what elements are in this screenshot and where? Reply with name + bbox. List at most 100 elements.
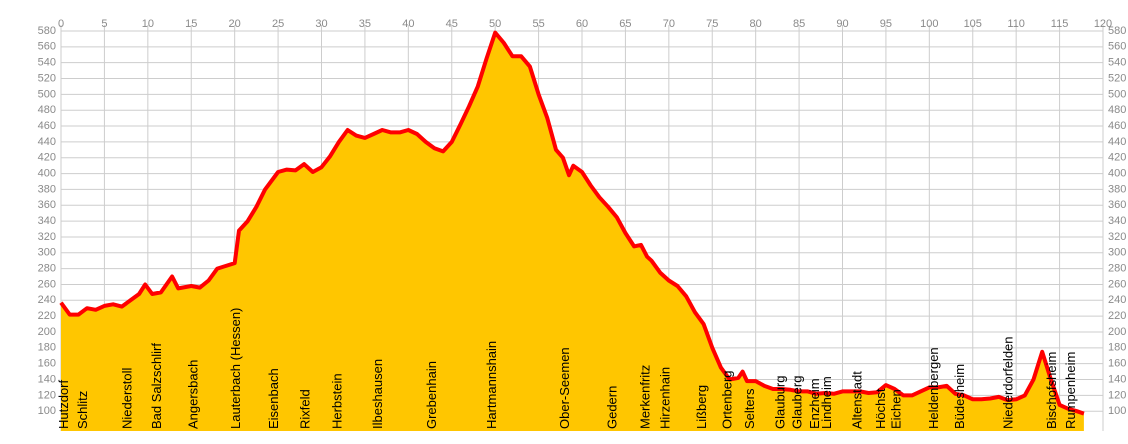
station-label: Büdesheim — [952, 364, 967, 429]
y-tick-label-right: 300 — [1108, 247, 1126, 259]
y-tick-label-right: 280 — [1108, 263, 1126, 275]
y-tick-label: 220 — [38, 310, 56, 322]
y-tick-label: 200 — [38, 326, 56, 338]
y-tick-label: 280 — [38, 263, 56, 275]
y-tick-label-right: 560 — [1108, 41, 1126, 53]
y-tick-label: 520 — [38, 72, 56, 84]
y-tick-label: 380 — [38, 183, 56, 195]
y-tick-label-right: 160 — [1108, 358, 1126, 370]
x-tick-label: 0 — [58, 18, 64, 30]
x-tick-label: 80 — [750, 18, 762, 30]
x-tick-label: 20 — [229, 18, 241, 30]
y-tick-label: 400 — [38, 167, 56, 179]
station-label: Höchst — [873, 388, 888, 429]
y-tick-label: 560 — [38, 41, 56, 53]
x-tick-label: 95 — [880, 18, 892, 30]
station-label: Hirzenhain — [658, 367, 673, 429]
y-tick-label: 440 — [38, 136, 56, 148]
station-label: Ober-Seemen — [557, 347, 572, 429]
station-label: Hutzdorf — [56, 379, 71, 429]
x-tick-label: 30 — [315, 18, 327, 30]
station-label: Niederdorfelden — [1001, 336, 1016, 429]
y-tick-label-right: 520 — [1108, 72, 1126, 84]
x-tick-label: 100 — [920, 18, 938, 30]
y-tick-label: 140 — [38, 373, 56, 385]
y-tick-label-right: 180 — [1108, 342, 1126, 354]
station-label: Niederstoll — [119, 367, 134, 429]
y-tick-label-right: 460 — [1108, 120, 1126, 132]
y-tick-label-right: 120 — [1108, 389, 1126, 401]
area — [61, 32, 1084, 431]
station-label: Ilbeshausen — [370, 359, 385, 429]
station-label: Enzheim — [807, 378, 822, 429]
station-label: Glauburg — [772, 376, 787, 429]
y-tick-label-right: 200 — [1108, 326, 1126, 338]
y-tick-label: 240 — [38, 294, 56, 306]
station-label: Lauterbach (Hessen) — [228, 308, 243, 429]
x-tick-label: 50 — [489, 18, 501, 30]
y-tick-label-right: 540 — [1108, 57, 1126, 69]
y-tick-label-right: 420 — [1108, 152, 1126, 164]
y-tick-label: 320 — [38, 231, 56, 243]
x-tick-label: 70 — [663, 18, 675, 30]
x-tick-label: 60 — [576, 18, 588, 30]
y-tick-label: 460 — [38, 120, 56, 132]
station-label: Gedern — [605, 386, 620, 429]
y-tick-label: 420 — [38, 152, 56, 164]
y-tick-label: 340 — [38, 215, 56, 227]
x-tick-label: 5 — [101, 18, 107, 30]
y-tick-label-right: 140 — [1108, 373, 1126, 385]
y-tick-label-right: 240 — [1108, 294, 1126, 306]
y-tick-label-right: 380 — [1108, 183, 1126, 195]
station-label: Schlitz — [75, 391, 90, 429]
y-tick-label: 480 — [38, 104, 56, 116]
x-tick-label: 115 — [1051, 18, 1069, 30]
x-tick-label: 25 — [272, 18, 284, 30]
station-label: Eichen — [889, 389, 904, 429]
y-tick-label-right: 580 — [1108, 25, 1126, 37]
x-tick-label: 75 — [706, 18, 718, 30]
station-label: Rumpenheim — [1063, 352, 1078, 429]
line — [59, 30, 1085, 416]
x-tick-label: 120 — [1094, 18, 1112, 30]
y-tick-label: 580 — [38, 25, 56, 37]
x-tick-label: 45 — [446, 18, 458, 30]
y-tick-label-right: 480 — [1108, 104, 1126, 116]
station-label: Rixfeld — [297, 389, 312, 429]
y-tick-label: 160 — [38, 358, 56, 370]
x-tick-label: 90 — [836, 18, 848, 30]
station-label: Altenstadt — [850, 371, 865, 429]
station-label: Bad Salzschlirf — [149, 343, 164, 429]
x-tick-label: 40 — [402, 18, 414, 30]
x-tick-label: 15 — [185, 18, 197, 30]
y-tick-label-right: 320 — [1108, 231, 1126, 243]
station-label: Eisenbach — [266, 368, 281, 429]
y-tick-label: 180 — [38, 342, 56, 354]
y-tick-label-right: 440 — [1108, 136, 1126, 148]
station-label: Selters — [742, 388, 757, 429]
x-tick-label: 110 — [1007, 18, 1025, 30]
station-label: Angersbach — [185, 360, 200, 429]
y-tick-label-right: 260 — [1108, 278, 1126, 290]
station-label: Merkenfritz — [638, 365, 653, 429]
station-label: Lißberg — [694, 385, 709, 429]
y-tick-label: 120 — [38, 389, 56, 401]
y-tick-label: 360 — [38, 199, 56, 211]
y-tick-label-right: 400 — [1108, 167, 1126, 179]
station-label: Bischofsheim — [1044, 352, 1059, 429]
x-tick-label: 85 — [793, 18, 805, 30]
y-tick-label-right: 340 — [1108, 215, 1126, 227]
x-tick-label: 35 — [359, 18, 371, 30]
x-tick-label: 10 — [142, 18, 154, 30]
station-label: Glauberg — [790, 376, 805, 429]
x-tick-label: 105 — [964, 18, 982, 30]
y-tick-label-right: 360 — [1108, 199, 1126, 211]
x-tick-label: 55 — [532, 18, 544, 30]
y-tick-label-right: 220 — [1108, 310, 1126, 322]
y-tick-label: 300 — [38, 247, 56, 259]
y-tick-label: 100 — [38, 405, 56, 417]
y-tick-label-right: 500 — [1108, 88, 1126, 100]
station-label: Grebenhain — [424, 361, 439, 429]
y-tick-label-right: 100 — [1108, 405, 1126, 417]
